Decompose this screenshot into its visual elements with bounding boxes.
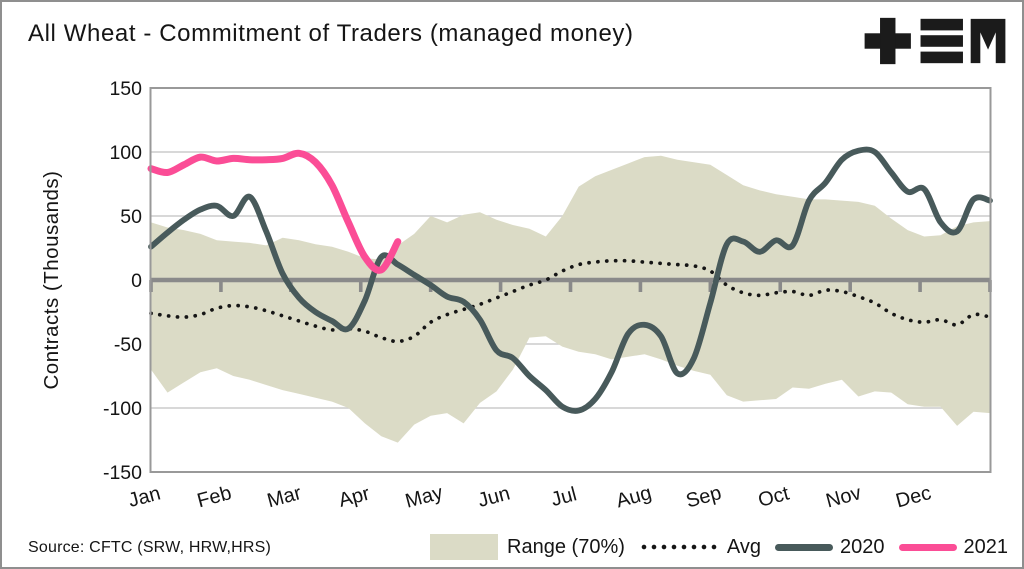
page-title: All Wheat - Commitment of Traders (manag… — [28, 20, 634, 47]
svg-text:Aug: Aug — [614, 482, 654, 512]
svg-text:May: May — [403, 482, 445, 513]
range-swatch-icon — [430, 534, 499, 560]
svg-text:Jun: Jun — [476, 482, 513, 512]
svg-text:-100: -100 — [103, 398, 142, 420]
svg-text:Nov: Nov — [824, 482, 864, 512]
y-axis-title: Contracts (Thousands) — [40, 170, 63, 389]
svg-text:Feb: Feb — [195, 482, 234, 512]
tem-logo-icon — [864, 17, 1006, 65]
line-2021-swatch-icon — [898, 543, 957, 551]
avg-dotted-swatch-icon — [638, 544, 719, 550]
legend-label: Range (70%) — [507, 535, 625, 558]
svg-text:Mar: Mar — [265, 482, 304, 512]
legend-item-2021: 2021 — [898, 535, 1009, 559]
legend-item-2020: 2020 — [775, 536, 885, 559]
line-2021 — [147, 149, 402, 274]
svg-text:Sep: Sep — [684, 482, 724, 512]
zero-axis — [149, 277, 992, 292]
svg-text:-150: -150 — [103, 462, 142, 484]
legend-item-avg: Avg — [638, 535, 761, 559]
source-note: Source: CFTC (SRW, HRW,HRS) — [28, 539, 272, 556]
svg-text:Jul: Jul — [549, 483, 579, 511]
svg-text:100: 100 — [109, 142, 142, 164]
svg-text:50: 50 — [120, 206, 142, 228]
x-axis-labels: Jan Feb Mar Apr May Jun Jul Aug Sep Oct Nov Dec — [126, 482, 934, 513]
svg-text:150: 150 — [109, 78, 142, 100]
chart-legend: Range (70%) Avg 2020 2021 — [416, 534, 1008, 560]
legend-item-range: Range (70%) — [430, 534, 625, 560]
avg-line — [149, 258, 992, 344]
y-axis-labels: 150 100 50 0 -50 -100 -150 — [103, 78, 142, 484]
svg-text:Dec: Dec — [894, 482, 934, 512]
legend-label: 2021 — [963, 535, 1009, 558]
plot-frame — [149, 87, 992, 473]
range-band — [151, 155, 990, 443]
line-2020 — [148, 146, 993, 414]
line-2020-swatch-icon — [775, 543, 833, 551]
svg-text:-50: -50 — [114, 334, 142, 356]
svg-text:Apr: Apr — [336, 482, 372, 511]
legend-label: Avg — [726, 535, 761, 558]
svg-text:Oct: Oct — [756, 482, 792, 511]
svg-text:Jan: Jan — [126, 482, 163, 512]
svg-text:0: 0 — [131, 270, 142, 292]
legend-label: 2020 — [840, 535, 885, 558]
